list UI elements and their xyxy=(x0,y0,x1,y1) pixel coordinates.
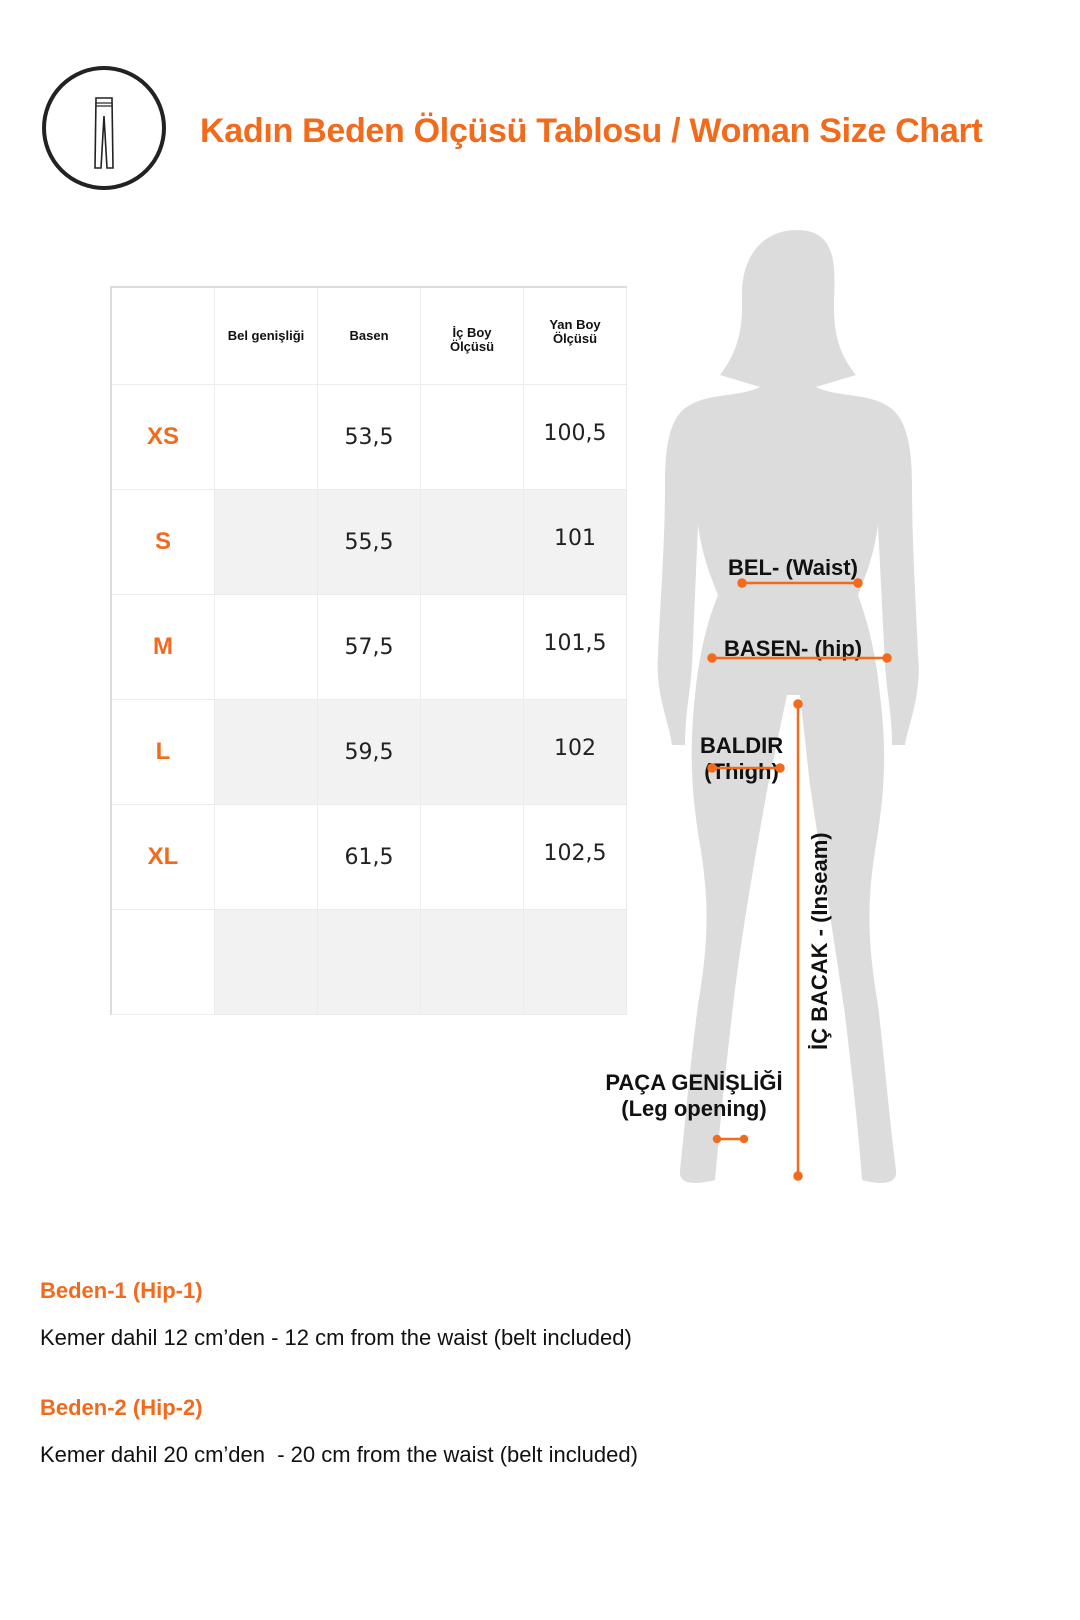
size-table: Bel genişliği Basen İç Boy Ölçüsü Yan Bo… xyxy=(110,286,627,1015)
column-header-yan-boy: Yan Boy Ölçüsü xyxy=(523,286,627,385)
cell-bel xyxy=(214,804,318,910)
cell-ic-boy xyxy=(420,594,524,700)
cell-bel xyxy=(214,384,318,490)
cell-basen xyxy=(317,909,421,1015)
thigh-label: BALDIR (Thigh) xyxy=(700,733,783,786)
cell-basen: 59,5 xyxy=(317,699,421,805)
leg-opening-label: PAÇA GENİŞLİĞİ (Leg opening) xyxy=(594,1070,794,1123)
cell-yan-boy: 102,5 xyxy=(523,804,627,910)
leg-opening-label-tr: PAÇA GENİŞLİĞİ xyxy=(605,1070,783,1095)
cell-ic-boy xyxy=(420,909,524,1015)
page-title: Kadın Beden Ölçüsü Tablosu / Woman Size … xyxy=(200,112,983,150)
cell-bel xyxy=(214,909,318,1015)
cell-basen: 55,5 xyxy=(317,489,421,595)
column-header-bel: Bel genişliği xyxy=(214,286,318,385)
size-label: L xyxy=(110,699,215,805)
leg-opening-label-en: (Leg opening) xyxy=(621,1096,767,1122)
cell-ic-boy xyxy=(420,804,524,910)
leggings-icon xyxy=(42,66,166,190)
column-header-basen: Basen xyxy=(317,286,421,385)
cell-basen: 53,5 xyxy=(317,384,421,490)
cell-basen: 61,5 xyxy=(317,804,421,910)
cell-bel xyxy=(214,489,318,595)
thigh-label-en: (Thigh) xyxy=(704,759,779,785)
size-label: XL xyxy=(110,804,215,910)
inseam-label: İÇ BACAK - (Inseam) xyxy=(806,832,832,1050)
cell-yan-boy: 101,5 xyxy=(523,594,627,700)
note-1-text: Kemer dahil 12 cm’den - 12 cm from the w… xyxy=(40,1325,632,1350)
waist-label: BEL- (Waist) xyxy=(728,555,858,580)
cell-bel xyxy=(214,699,318,805)
cell-yan-boy xyxy=(523,909,627,1015)
table-row: XL 61,5 102,5 xyxy=(110,804,627,910)
cell-yan-boy: 102 xyxy=(523,699,627,805)
size-label: M xyxy=(110,594,215,700)
body-silhouette xyxy=(657,230,919,1183)
size-label xyxy=(110,909,215,1015)
note-1-heading: Beden-1 (Hip-1) xyxy=(40,1278,203,1303)
note-2-heading: Beden-2 (Hip-2) xyxy=(40,1395,203,1420)
column-header-size xyxy=(110,286,215,385)
cell-ic-boy xyxy=(420,384,524,490)
table-row: M 57,5 101,5 xyxy=(110,594,627,700)
table-row: S 55,5 101 xyxy=(110,489,627,595)
cell-bel xyxy=(214,594,318,700)
column-header-ic-boy: İç Boy Ölçüsü xyxy=(420,286,524,385)
cell-yan-boy: 101 xyxy=(523,489,627,595)
table-row: L 59,5 102 xyxy=(110,699,627,805)
note-2-text: Kemer dahil 20 cm’den - 20 cm from the w… xyxy=(40,1442,638,1467)
table-row: XS 53,5 100,5 xyxy=(110,384,627,490)
size-label: S xyxy=(110,489,215,595)
cell-yan-boy: 100,5 xyxy=(523,384,627,490)
table-row xyxy=(110,909,627,1015)
cell-ic-boy xyxy=(420,489,524,595)
table-header-row: Bel genişliği Basen İç Boy Ölçüsü Yan Bo… xyxy=(110,286,627,385)
size-label: XS xyxy=(110,384,215,490)
thigh-label-tr: BALDIR xyxy=(700,733,784,758)
cell-basen: 57,5 xyxy=(317,594,421,700)
hip-label: BASEN- (hip) xyxy=(724,636,863,661)
cell-ic-boy xyxy=(420,699,524,805)
